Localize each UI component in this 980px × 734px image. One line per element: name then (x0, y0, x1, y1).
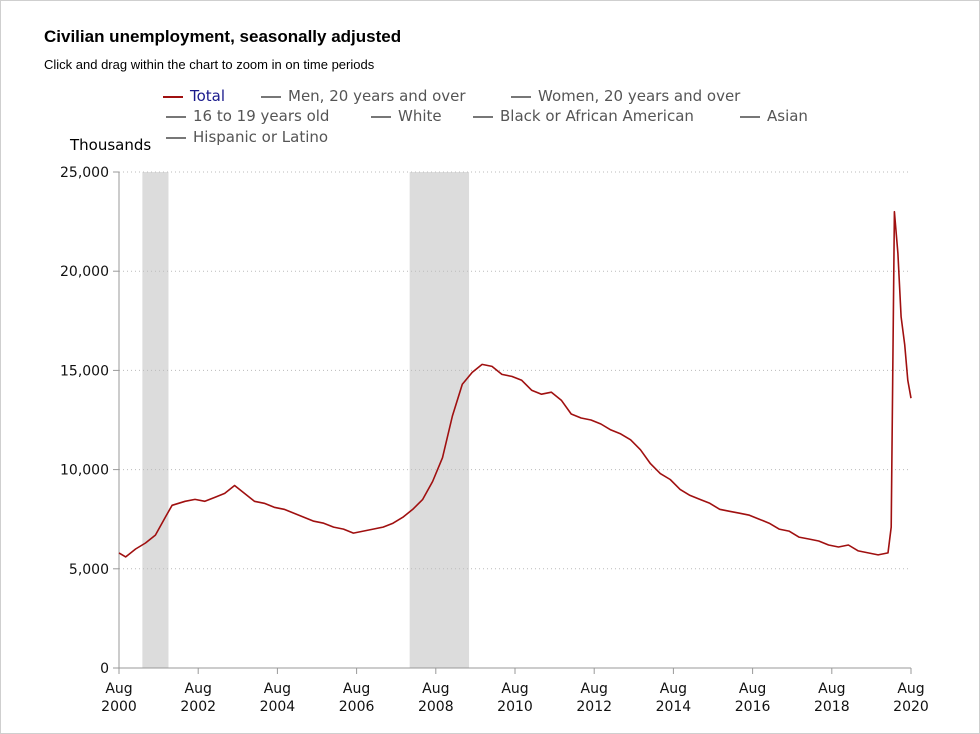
x-tick-label-year: 2006 (339, 699, 375, 715)
series-layer (118, 210, 912, 558)
recession-bands (142, 172, 470, 668)
y-tick-label: 0 (100, 661, 109, 677)
chart-title: Civilian unemployment, seasonally adjust… (44, 27, 402, 46)
legend-item-white[interactable]: White (371, 107, 442, 125)
y-tick-label: 15,000 (60, 363, 109, 379)
legend-item-men[interactable]: Men, 20 years and over (261, 87, 466, 105)
legend-label: Total (190, 87, 226, 105)
x-tick-label-month: Aug (660, 681, 687, 697)
x-tick-label-month: Aug (185, 681, 212, 697)
y-tick-label: 20,000 (60, 264, 109, 280)
x-tick-label-month: Aug (264, 681, 291, 697)
x-tick-label-month: Aug (105, 681, 132, 697)
recession-band (142, 172, 169, 668)
x-tick-label-year: 2012 (576, 699, 612, 715)
x-tick-label-year: 2002 (180, 699, 216, 715)
legend-swatch-icon (473, 115, 493, 118)
legend-item-asian[interactable]: Asian (740, 107, 808, 125)
x-tick-label-month: Aug (343, 681, 370, 697)
legend-swatch-icon (166, 136, 186, 139)
legend-label: Hispanic or Latino (193, 128, 329, 146)
x-tick-label-year: 2020 (893, 699, 929, 715)
x-tick-label-year: 2008 (418, 699, 454, 715)
axes: 0 5,000 10,000 15,000 20,000 25,000 Aug 2000 Aug… (60, 165, 929, 715)
legend-item-16-19[interactable]: 16 to 19 years old (166, 107, 329, 125)
x-tick-label-year: 2014 (656, 699, 692, 715)
y-tick-label: 5,000 (69, 562, 109, 578)
x-tick-label-month: Aug (422, 681, 449, 697)
recession-band (409, 172, 470, 668)
legend-item-women[interactable]: Women, 20 years and over (511, 87, 740, 105)
legend-item-black[interactable]: Black or African American (473, 107, 694, 125)
x-tick-label-month: Aug (501, 681, 528, 697)
x-tick-label-year: 2018 (814, 699, 850, 715)
x-tick-label-year: 2010 (497, 699, 533, 715)
x-tick-label-month: Aug (581, 681, 608, 697)
legend-swatch-icon (371, 115, 391, 118)
chart-subtitle: Click and drag within the chart to zoom … (44, 57, 375, 72)
series-line-total (118, 210, 912, 558)
y-axis-label: Thousands (70, 136, 152, 154)
legend-label: Black or African American (500, 107, 694, 125)
y-tick-label: 25,000 (60, 165, 109, 181)
x-tick-label-month: Aug (818, 681, 845, 697)
legend-item-hispanic[interactable]: Hispanic or Latino (166, 128, 328, 146)
legend-swatch-icon (740, 115, 760, 118)
x-tick-label-month: Aug (897, 681, 924, 697)
legend-label: Asian (767, 107, 808, 125)
legend-label: Women, 20 years and over (538, 87, 741, 105)
legend-swatch-icon (261, 95, 281, 98)
legend-label: White (398, 107, 442, 125)
legend-swatch-icon (511, 95, 531, 98)
legend-label: 16 to 19 years old (193, 107, 330, 125)
gridlines (119, 171, 911, 570)
legend-item-total[interactable]: Total (163, 87, 225, 105)
legend-swatch-icon (163, 95, 183, 98)
x-tick-label-year: 2000 (101, 699, 137, 715)
x-tick-label-year: 2004 (260, 699, 296, 715)
y-tick-label: 10,000 (60, 463, 109, 479)
legend-swatch-icon (166, 115, 186, 118)
legend-label: Men, 20 years and over (288, 87, 466, 105)
x-tick-label-year: 2016 (735, 699, 771, 715)
x-tick-label-month: Aug (739, 681, 766, 697)
